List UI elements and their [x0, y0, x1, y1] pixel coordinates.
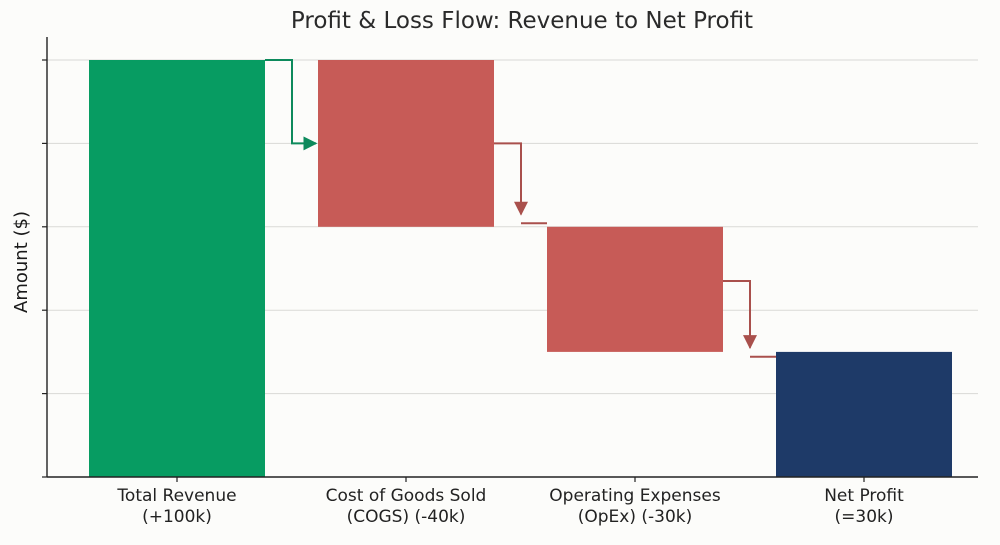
category-labels: Total Revenue (+100k) Cost of Goods Sold (C… [116, 486, 904, 527]
connector-arrow [265, 59, 318, 151]
x-tick-label-line: Operating Expenses [549, 486, 721, 506]
x-tick-label-line: Net Profit [824, 486, 904, 506]
bar-total [776, 351, 952, 477]
x-tick-label-line: (+100k) [142, 507, 212, 527]
connector-arrow [723, 280, 757, 350]
bars [89, 60, 952, 477]
chart-title: Profit & Loss Flow: Revenue to Net Profi… [291, 8, 753, 34]
x-tick-label: Operating Expenses (OpEx) (-30k) [549, 486, 721, 527]
bar-decrease [318, 60, 494, 227]
y-axis-label: Amount ($) [11, 211, 32, 313]
connector-arrow [494, 142, 528, 216]
x-tick-label-line: (=30k) [835, 507, 894, 527]
bar-increase [89, 60, 265, 477]
bar-decrease [547, 226, 723, 352]
x-tick-label-line: Total Revenue [116, 486, 236, 506]
x-tick-label: Net Profit (=30k) [824, 486, 904, 527]
x-tick-label: Total Revenue (+100k) [116, 486, 236, 527]
axes [42, 37, 978, 482]
x-tick-label-line: (OpEx) (-30k) [578, 507, 693, 527]
connectors [265, 59, 776, 358]
x-tick-label-line: Cost of Goods Sold [326, 486, 487, 506]
x-tick-label: Cost of Goods Sold (COGS) (-40k) [326, 486, 487, 527]
x-tick-label-line: (COGS) (-40k) [347, 507, 466, 527]
